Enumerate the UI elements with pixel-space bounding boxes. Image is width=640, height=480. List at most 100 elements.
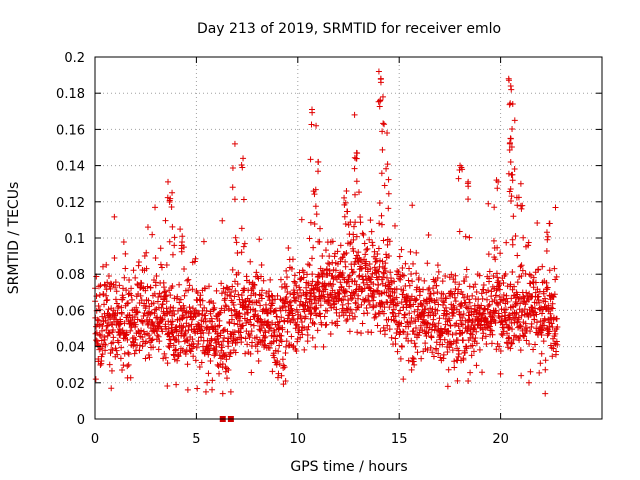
data-point [282, 350, 289, 357]
data-point [379, 128, 386, 135]
data-point [177, 296, 184, 303]
data-point [145, 297, 152, 304]
data-point [488, 327, 495, 334]
data-point [508, 340, 515, 347]
data-point [110, 307, 117, 314]
data-point [172, 347, 179, 354]
data-point [350, 223, 357, 230]
y-tick-label: 0.02 [56, 377, 85, 392]
data-point [341, 201, 348, 208]
data-point [535, 293, 542, 300]
data-point [547, 315, 554, 322]
data-point [205, 351, 212, 358]
data-point [349, 294, 356, 301]
data-point [269, 368, 276, 375]
data-point [184, 338, 191, 345]
data-point [371, 314, 378, 321]
data-point [103, 323, 110, 330]
data-point [248, 328, 255, 335]
data-point [504, 330, 511, 337]
data-point [270, 338, 277, 345]
data-point [175, 338, 182, 345]
data-point [362, 251, 369, 258]
data-point [163, 262, 170, 269]
data-point [157, 261, 164, 268]
data-point [488, 288, 495, 295]
data-point [376, 220, 383, 227]
data-point [525, 239, 532, 246]
data-point [449, 347, 456, 354]
data-point [495, 283, 502, 290]
data-point [301, 346, 308, 353]
data-point [358, 301, 365, 308]
data-point [211, 304, 218, 311]
data-point [535, 266, 542, 273]
data-point [355, 292, 362, 299]
data-point [440, 291, 447, 298]
data-point [258, 324, 265, 331]
data-point [193, 344, 200, 351]
data-point [327, 331, 334, 338]
data-point [499, 332, 506, 339]
data-point [150, 344, 157, 351]
data-point [196, 296, 203, 303]
data-point [466, 296, 473, 303]
data-point [294, 290, 301, 297]
data-point [508, 295, 515, 302]
data-point [390, 306, 397, 313]
data-point [286, 299, 293, 306]
data-point [101, 333, 108, 340]
data-point [494, 340, 501, 347]
data-point [191, 258, 198, 265]
data-point [461, 294, 468, 301]
data-point [265, 321, 272, 328]
data-point [505, 170, 512, 177]
data-point [467, 369, 474, 376]
data-point [498, 318, 505, 325]
data-point [544, 233, 551, 240]
data-point [491, 244, 498, 251]
data-point [542, 366, 549, 373]
data-point [125, 351, 132, 358]
data-point [370, 281, 377, 288]
data-point [314, 327, 321, 334]
data-point [518, 323, 525, 330]
data-point [120, 285, 127, 292]
data-point [455, 286, 462, 293]
data-point [196, 363, 203, 370]
data-point [256, 236, 263, 243]
data-point [194, 321, 201, 328]
data-point [292, 297, 299, 304]
data-point [375, 281, 382, 288]
data-point [351, 165, 358, 172]
x-tick-label: 10 [290, 432, 307, 447]
data-point [305, 261, 312, 268]
data-point [409, 278, 416, 285]
data-point [552, 330, 559, 337]
data-point [403, 304, 410, 311]
data-point [92, 376, 99, 383]
data-point [357, 213, 364, 220]
data-point [145, 332, 152, 339]
data-point [310, 244, 317, 251]
data-point [122, 265, 129, 272]
data-point [104, 332, 111, 339]
data-point [527, 328, 534, 335]
data-point [399, 271, 406, 278]
data-point [105, 312, 112, 319]
data-point [105, 306, 112, 313]
data-point [224, 328, 231, 335]
data-point [180, 323, 187, 330]
data-point [162, 293, 169, 300]
data-point [162, 217, 169, 224]
data-point [203, 307, 210, 314]
data-point [315, 279, 322, 286]
data-point [387, 292, 394, 299]
data-point [375, 68, 382, 75]
data-point [541, 317, 548, 324]
data-point [209, 377, 216, 384]
data-point [378, 170, 385, 177]
data-point [207, 358, 214, 365]
data-point [159, 316, 166, 323]
